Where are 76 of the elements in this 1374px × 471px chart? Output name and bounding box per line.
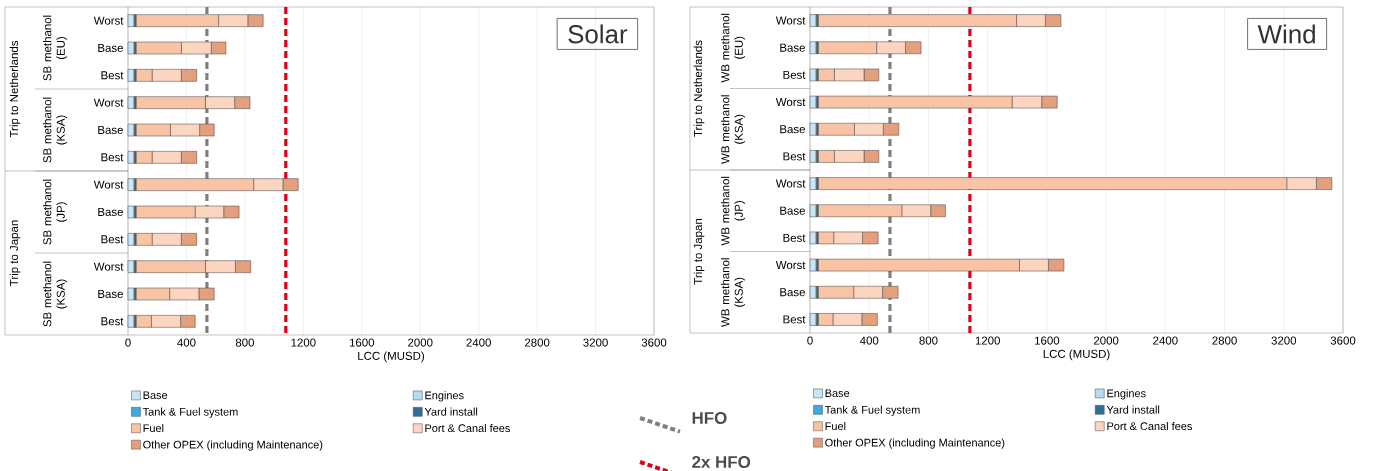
x-axis-title: LCC (MUSD) bbox=[358, 351, 425, 363]
y-tick-label: Best bbox=[101, 235, 124, 244]
y-tick-label: Best bbox=[101, 153, 124, 162]
y-tick-label: Worst bbox=[93, 180, 124, 189]
legend-label: Port & Canal fees bbox=[1107, 422, 1192, 431]
legend-label: Yard install bbox=[1106, 405, 1160, 414]
x-tick-label: 2400 bbox=[1153, 336, 1178, 345]
y-tick-label: Best bbox=[101, 71, 124, 80]
text: SB methanol (KSA) bbox=[42, 261, 68, 327]
y-tick-label: Base bbox=[98, 126, 123, 134]
x-tick-label: 0 bbox=[125, 338, 131, 347]
legend-label: Fuel bbox=[825, 422, 846, 431]
legend-label: Other OPEX (including Maintenance) bbox=[825, 438, 1005, 449]
x-axis-title: LCC (MUSD) bbox=[1043, 349, 1110, 361]
text: Trip to Netherlands bbox=[9, 40, 21, 138]
text: SB methanol (JP) bbox=[42, 179, 68, 245]
text: WB methanol (JP) bbox=[720, 176, 746, 246]
x-tick-label: 800 bbox=[235, 338, 254, 347]
y-tick-label: Worst bbox=[775, 16, 806, 25]
x-tick-label: 400 bbox=[177, 338, 196, 347]
text: WB methanol (EU) bbox=[720, 13, 746, 83]
x-tick-label: 2000 bbox=[408, 338, 433, 347]
y-tick-label: Base bbox=[780, 206, 805, 215]
y-tick-label: Base bbox=[98, 290, 123, 298]
legend-label: Engines bbox=[425, 391, 464, 402]
y-tick-label: Base bbox=[98, 44, 123, 52]
x-tick-label: 1600 bbox=[349, 338, 375, 347]
x-tick-label: 2800 bbox=[1212, 336, 1237, 345]
x-tick-label: 3600 bbox=[641, 338, 667, 347]
legend-label: Tank & Fuel system bbox=[824, 405, 920, 416]
text: SB methanol (KSA) bbox=[42, 97, 68, 163]
y-tick-label: Worst bbox=[93, 16, 124, 25]
y-tick-label: Base bbox=[780, 125, 805, 134]
legend-label: Yard install bbox=[424, 407, 478, 416]
text: Trip to Japan bbox=[693, 219, 705, 285]
x-tick-label: 1600 bbox=[1035, 336, 1060, 345]
x-tick-label: 400 bbox=[859, 336, 879, 345]
legend-label: HFO bbox=[692, 412, 727, 425]
y-tick-label: Best bbox=[783, 152, 806, 161]
y-tick-label: Best bbox=[101, 317, 124, 326]
x-tick-label: 3200 bbox=[1271, 336, 1297, 345]
y-tick-label: Best bbox=[783, 315, 806, 324]
text: SB methanol (EU) bbox=[42, 15, 68, 81]
x-tick-label: 2000 bbox=[1093, 336, 1119, 345]
legend-label: Other OPEX (including Maintenance) bbox=[143, 440, 323, 451]
y-tick-label: Best bbox=[783, 70, 806, 79]
text: Wind bbox=[1257, 24, 1315, 44]
x-tick-label: 2800 bbox=[524, 338, 550, 347]
legend-label: Engines bbox=[1107, 389, 1146, 400]
y-tick-label: Worst bbox=[775, 98, 806, 107]
legend-label: Fuel bbox=[143, 424, 164, 433]
text: WB methanol (KSA) bbox=[720, 95, 746, 164]
y-tick-label: Worst bbox=[775, 179, 806, 188]
legend-label: 2x HFO bbox=[692, 456, 751, 469]
y-tick-label: Worst bbox=[93, 262, 124, 271]
y-tick-label: Best bbox=[783, 233, 806, 242]
legend-label: Port & Canal fees bbox=[425, 424, 510, 433]
legend-label: Base bbox=[825, 389, 850, 398]
y-tick-label: Worst bbox=[775, 261, 806, 270]
x-tick-label: 2400 bbox=[466, 338, 491, 347]
x-tick-label: 1200 bbox=[291, 338, 316, 347]
y-tick-label: Base bbox=[780, 288, 805, 297]
text: Solar bbox=[568, 24, 628, 44]
text: WB methanol (KSA) bbox=[720, 258, 746, 327]
y-tick-label: Base bbox=[98, 208, 123, 216]
legend-label: Tank & Fuel system bbox=[142, 407, 238, 418]
y-tick-label: Worst bbox=[93, 98, 124, 107]
x-tick-label: 800 bbox=[919, 336, 938, 345]
text: Trip to Japan bbox=[9, 220, 21, 286]
y-tick-label: Base bbox=[780, 43, 805, 52]
x-tick-label: 0 bbox=[807, 336, 813, 345]
text: Trip to Netherlands bbox=[693, 40, 705, 137]
legend-label: Base bbox=[143, 391, 168, 400]
x-tick-label: 3600 bbox=[1330, 336, 1356, 345]
x-tick-label: 1200 bbox=[975, 336, 1000, 345]
x-tick-label: 3200 bbox=[583, 338, 608, 347]
